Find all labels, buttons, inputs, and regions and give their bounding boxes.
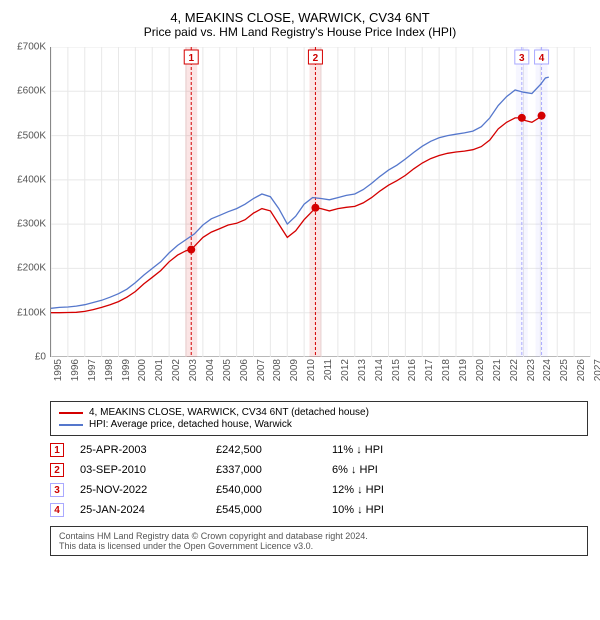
svg-text:1: 1 — [188, 53, 194, 64]
x-axis-label: 2014 — [374, 359, 385, 381]
y-axis-label: £700K — [17, 42, 46, 53]
x-axis-label: 2002 — [171, 359, 182, 381]
x-axis-label: 1996 — [70, 359, 81, 381]
page-subtitle: Price paid vs. HM Land Registry's House … — [10, 25, 590, 39]
footer-line-1: Contains HM Land Registry data © Crown c… — [59, 531, 579, 541]
event-diff: 10% ↓ HPI — [332, 504, 432, 516]
x-axis-label: 2017 — [424, 359, 435, 381]
event-row: 4 25-JAN-2024 £545,000 10% ↓ HPI — [50, 500, 588, 520]
x-axis-label: 2015 — [391, 359, 402, 381]
legend-item: HPI: Average price, detached house, Warw… — [59, 419, 579, 430]
x-axis-label: 2020 — [475, 359, 486, 381]
event-date: 25-NOV-2022 — [80, 484, 200, 496]
event-marker: 4 — [50, 503, 64, 517]
x-axis-label: 2011 — [323, 359, 334, 381]
event-row: 1 25-APR-2003 £242,500 11% ↓ HPI — [50, 440, 588, 460]
plot-area: 1 2 3 4 — [50, 47, 590, 357]
chart-container: £0£100K£200K£300K£400K£500K£600K£700K 12… — [10, 47, 590, 397]
legend-label: 4, MEAKINS CLOSE, WARWICK, CV34 6NT (det… — [89, 407, 369, 418]
svg-text:3: 3 — [519, 53, 525, 64]
event-diff: 6% ↓ HPI — [332, 464, 432, 476]
y-axis: £0£100K£200K£300K£400K£500K£600K£700K — [10, 47, 48, 357]
legend-swatch — [59, 412, 83, 414]
x-axis-label: 2007 — [256, 359, 267, 381]
event-date: 25-JAN-2024 — [80, 504, 200, 516]
x-axis-label: 2018 — [441, 359, 452, 381]
x-axis-label: 2025 — [559, 359, 570, 381]
y-axis-label: £100K — [17, 307, 46, 318]
x-axis-label: 2009 — [289, 359, 300, 381]
event-marker: 3 — [50, 483, 64, 497]
x-axis-label: 2000 — [137, 359, 148, 381]
event-date: 03-SEP-2010 — [80, 464, 200, 476]
x-axis-label: 2004 — [205, 359, 216, 381]
event-price: £540,000 — [216, 484, 316, 496]
svg-text:2: 2 — [313, 53, 319, 64]
event-price: £337,000 — [216, 464, 316, 476]
y-axis-label: £0 — [35, 352, 46, 363]
event-marker: 2 — [50, 463, 64, 477]
x-axis-label: 2010 — [306, 359, 317, 381]
x-axis-label: 2024 — [542, 359, 553, 381]
svg-text:4: 4 — [539, 53, 545, 64]
x-axis-label: 1995 — [53, 359, 64, 381]
event-price: £242,500 — [216, 444, 316, 456]
event-row: 2 03-SEP-2010 £337,000 6% ↓ HPI — [50, 460, 588, 480]
x-axis-label: 2023 — [526, 359, 537, 381]
x-axis-label: 2022 — [509, 359, 520, 381]
footer-line-2: This data is licensed under the Open Gov… — [59, 541, 579, 551]
event-marker: 1 — [50, 443, 64, 457]
legend: 4, MEAKINS CLOSE, WARWICK, CV34 6NT (det… — [50, 401, 588, 436]
footer-attribution: Contains HM Land Registry data © Crown c… — [50, 526, 588, 556]
legend-swatch — [59, 424, 83, 426]
x-axis-label: 1998 — [104, 359, 115, 381]
x-axis-label: 2001 — [154, 359, 165, 381]
chart-svg: 1 2 3 4 — [51, 47, 591, 357]
x-axis-label: 2013 — [357, 359, 368, 381]
event-date: 25-APR-2003 — [80, 444, 200, 456]
x-axis-label: 2027 — [593, 359, 600, 381]
y-axis-label: £200K — [17, 263, 46, 274]
x-axis-label: 2012 — [340, 359, 351, 381]
x-axis-label: 2026 — [576, 359, 587, 381]
x-axis-label: 2016 — [407, 359, 418, 381]
x-axis: 1995 1996 1997 1998 1999 2000 2001 2002 2003 2004… — [50, 359, 590, 399]
x-axis-label: 2008 — [272, 359, 283, 381]
events-table: 1 25-APR-2003 £242,500 11% ↓ HPI 2 03-SEP-201… — [50, 440, 588, 520]
legend-label: HPI: Average price, detached house, Warw… — [89, 419, 292, 430]
y-axis-label: £400K — [17, 174, 46, 185]
y-axis-label: £500K — [17, 130, 46, 141]
y-axis-label: £300K — [17, 219, 46, 230]
event-diff: 12% ↓ HPI — [332, 484, 432, 496]
x-axis-label: 2005 — [222, 359, 233, 381]
x-axis-label: 2006 — [239, 359, 250, 381]
y-axis-label: £600K — [17, 86, 46, 97]
event-price: £545,000 — [216, 504, 316, 516]
x-axis-label: 2021 — [492, 359, 503, 381]
x-axis-label: 2003 — [188, 359, 199, 381]
event-diff: 11% ↓ HPI — [332, 444, 432, 456]
x-axis-label: 2019 — [458, 359, 469, 381]
x-axis-label: 1999 — [121, 359, 132, 381]
legend-item: 4, MEAKINS CLOSE, WARWICK, CV34 6NT (det… — [59, 407, 579, 418]
x-axis-label: 1997 — [87, 359, 98, 381]
page-title: 4, MEAKINS CLOSE, WARWICK, CV34 6NT — [10, 10, 590, 25]
event-row: 3 25-NOV-2022 £540,000 12% ↓ HPI — [50, 480, 588, 500]
